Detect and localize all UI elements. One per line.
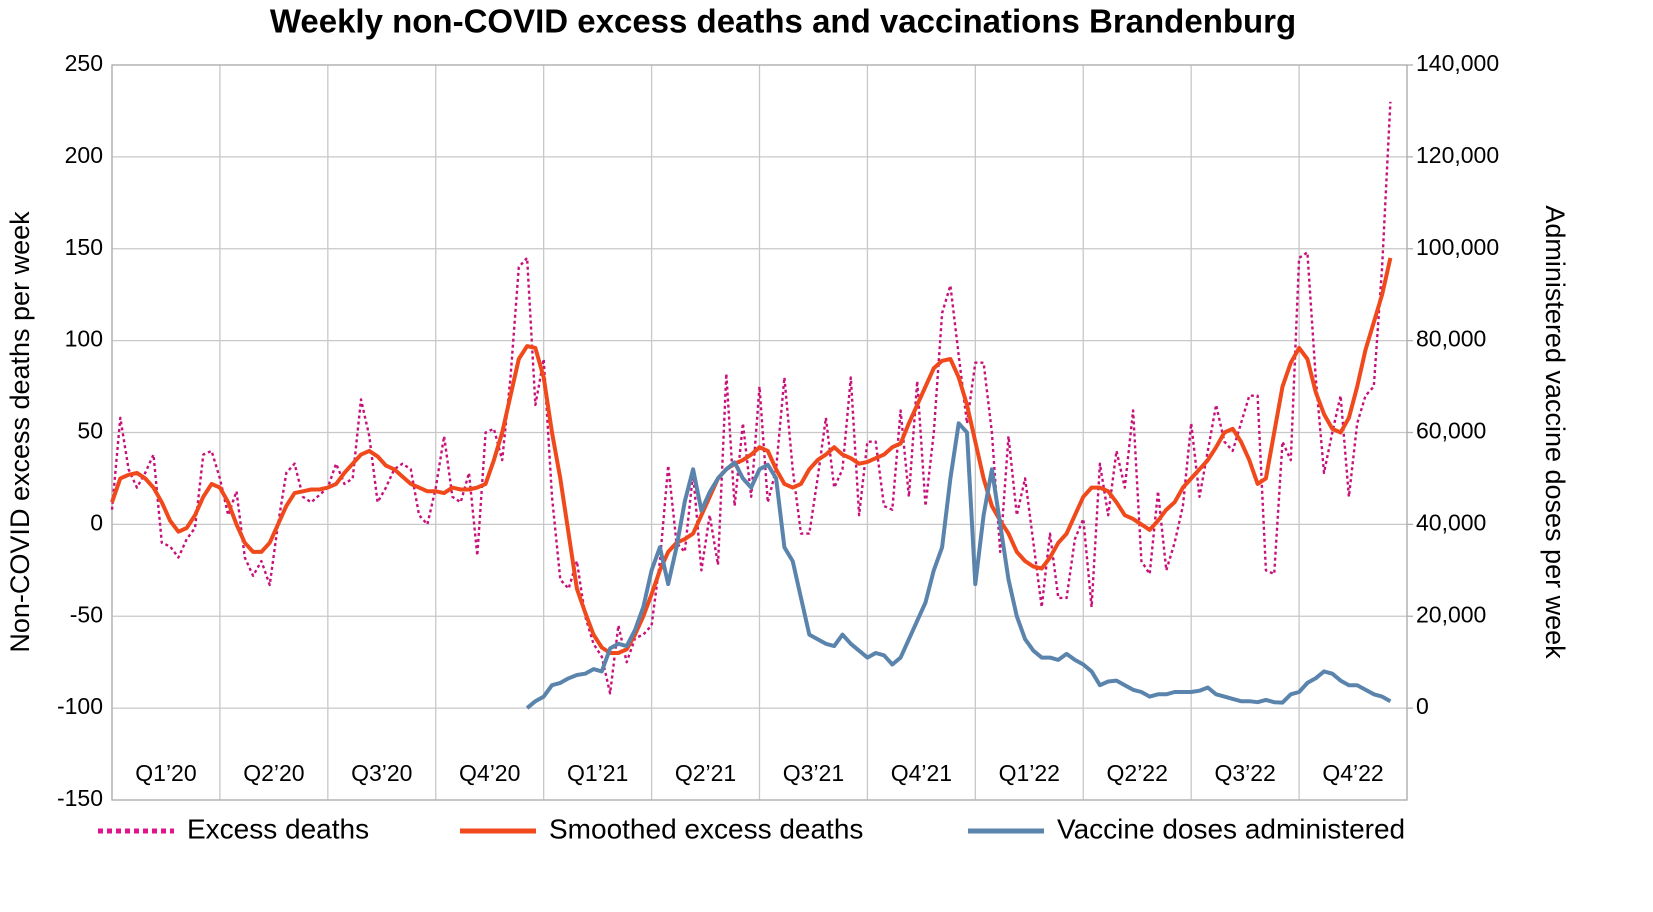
x-category-label: Q2’21 — [675, 760, 736, 786]
y2-axis-title: Administered vaccine doses per week — [1540, 205, 1570, 659]
y2-tick-label: 60,000 — [1416, 418, 1486, 444]
x-category-label: Q3’20 — [351, 760, 412, 786]
series-line — [110, 257, 1393, 655]
x-category-label: Q3’22 — [1214, 760, 1275, 786]
y2-tick-label: 80,000 — [1416, 326, 1486, 352]
y-axis-title: Non-COVID excess deaths per week — [5, 211, 35, 653]
x-category-label: Q1’21 — [567, 760, 628, 786]
y2-tick-label: 0 — [1416, 693, 1429, 719]
y-tick-label: 250 — [65, 50, 103, 76]
legend-label: Smoothed excess deaths — [549, 813, 863, 844]
y-tick-label: 200 — [65, 142, 103, 168]
x-category-label: Q4’21 — [891, 760, 952, 786]
y2-tick-label: 40,000 — [1416, 509, 1486, 535]
x-category-label: Q2’22 — [1107, 760, 1168, 786]
series-line — [525, 421, 1392, 710]
chart-title: Weekly non-COVID excess deaths and vacci… — [270, 3, 1296, 40]
y2-tick-label: 100,000 — [1416, 234, 1499, 260]
y-tick-label: 150 — [65, 234, 103, 260]
y-tick-label: -150 — [57, 785, 103, 811]
x-category-label: Q1’22 — [999, 760, 1060, 786]
y2-tick-label: 120,000 — [1416, 142, 1499, 168]
y-tick-label: 0 — [90, 509, 103, 535]
y-tick-label: 100 — [65, 326, 103, 352]
plot-border — [111, 64, 1408, 801]
y-tick-label: 50 — [77, 418, 103, 444]
y-tick-label: -100 — [57, 693, 103, 719]
legend-label: Vaccine doses administered — [1057, 813, 1405, 844]
legend-label: Excess deaths — [187, 813, 369, 844]
x-category-label: Q4’22 — [1322, 760, 1383, 786]
y-tick-label: -50 — [70, 601, 103, 627]
x-category-label: Q3’21 — [783, 760, 844, 786]
series-line — [110, 101, 1392, 695]
y2-tick-label: 140,000 — [1416, 50, 1499, 76]
y2-tick-label: 20,000 — [1416, 601, 1486, 627]
x-category-label: Q2’20 — [243, 760, 304, 786]
x-category-label: Q1’20 — [135, 760, 196, 786]
x-category-label: Q4’20 — [459, 760, 520, 786]
